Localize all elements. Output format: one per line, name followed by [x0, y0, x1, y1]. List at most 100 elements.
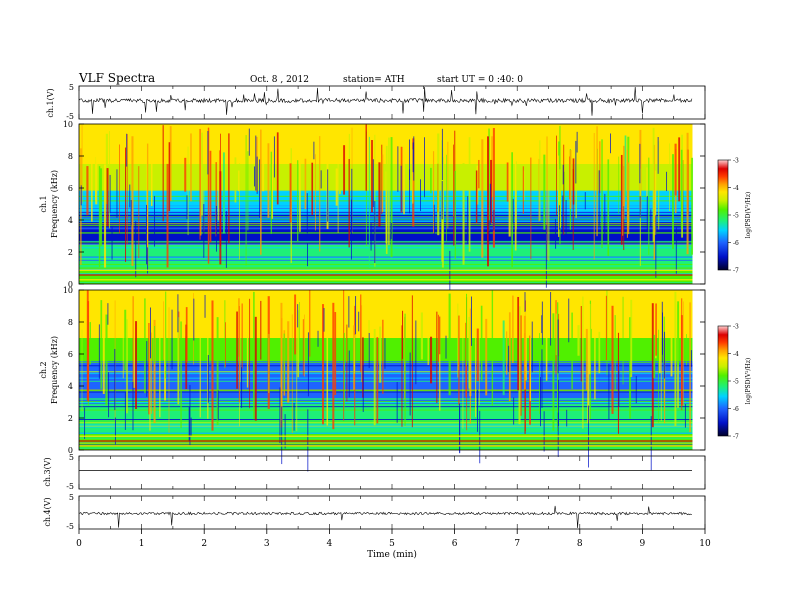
spectral-line [79, 422, 693, 424]
time-axis-tick-label: 10 [699, 539, 711, 549]
dark-streak [415, 320, 417, 385]
low-frequency-line [79, 435, 693, 437]
sferic-streak [108, 131, 110, 229]
sferic-streak [677, 301, 680, 367]
dark-streak [130, 200, 132, 226]
sferic-streak [512, 295, 514, 363]
waveform-path [78, 86, 693, 116]
sferic-streak [374, 134, 376, 267]
sferic-streak [660, 311, 662, 422]
colorbar-tick-label: -6 [733, 240, 739, 247]
sferic-streak [529, 313, 532, 401]
ch1-spec-ylabel-channel: ch.1 [39, 195, 48, 212]
sferic-streak [475, 325, 477, 418]
dark-streak [413, 136, 415, 181]
spectral-line [79, 424, 693, 426]
dark-streak [193, 298, 195, 341]
dark-streak [663, 331, 665, 379]
sferic-streak [627, 162, 630, 235]
sferic-streak [517, 296, 520, 391]
sferic-streak [287, 321, 290, 403]
sferic-streak [354, 335, 356, 374]
dark-streak [493, 210, 495, 231]
sferic-streak [280, 302, 283, 428]
ch1-ylabel: ch.1(V) [46, 88, 55, 117]
sferic-streak [457, 303, 459, 378]
dark-streak [512, 198, 514, 224]
sferic-streak [190, 133, 192, 202]
sferic-streak [563, 144, 565, 235]
spectral-line [79, 420, 693, 422]
dark-streak [98, 324, 100, 379]
spectral-line [79, 268, 693, 270]
sferic-streak [169, 126, 172, 201]
sferic-streak [216, 317, 219, 426]
sferic-streak [678, 137, 681, 202]
sferic-streak [686, 334, 687, 366]
dark-streak [639, 196, 641, 218]
dark-streak [635, 376, 637, 404]
sferic-streak [522, 166, 524, 214]
dark-streak [576, 131, 578, 153]
sferic-streak [689, 302, 691, 433]
sferic-streak [225, 322, 226, 368]
frequency-tick-label: 10 [63, 286, 73, 295]
spectral-line [79, 389, 693, 391]
dark-streak [114, 348, 116, 411]
spectral-line [79, 247, 693, 249]
dark-streak [441, 181, 443, 220]
sferic-streak [400, 146, 403, 213]
spectral-line [79, 406, 693, 408]
colorbar-tick-label: -4 [733, 351, 739, 358]
frequency-tick-label: 2 [68, 414, 73, 423]
sferic-streak [478, 296, 480, 406]
dark-streak [531, 321, 533, 373]
sferic-streak [580, 305, 582, 382]
sferic-streak [297, 160, 299, 242]
sferic-streak [353, 325, 355, 390]
dark-streak [217, 390, 219, 421]
low-frequency-line [79, 269, 693, 271]
sferic-streak [476, 328, 479, 382]
ch2-colorbar-ticks: -3 -4 -5 -6 -7 [728, 324, 739, 441]
sferic-streak [607, 159, 610, 256]
sferic-streak [164, 301, 166, 401]
spectral-line [79, 257, 693, 259]
dark-streak [424, 137, 425, 198]
sferic-streak [605, 295, 607, 361]
sferic-streak [346, 324, 348, 402]
dark-streak [524, 292, 526, 312]
spectral-line [79, 247, 693, 249]
ch3-ytick-bottom: -5 [66, 482, 74, 491]
sferic-streak [652, 127, 655, 242]
dark-streak [397, 146, 399, 192]
ch4-waveform-trace [78, 505, 692, 529]
sferic-streak [361, 305, 363, 383]
frequency-tick-label: 6 [68, 350, 73, 359]
sferic-streak [651, 303, 654, 428]
spectral-band [79, 338, 693, 362]
sferic-streak [238, 170, 240, 192]
sferic-streak [319, 136, 321, 252]
dark-streak [108, 372, 110, 418]
sferic-streak [520, 315, 522, 416]
spectral-line [79, 437, 693, 439]
sferic-streak [126, 134, 128, 245]
spectral-line [79, 380, 693, 382]
sferic-streak [289, 163, 292, 223]
sferic-streak [569, 156, 571, 200]
dark-streak [132, 382, 134, 431]
dark-streak [284, 414, 286, 449]
sferic-streak [199, 302, 201, 418]
sferic-streak [448, 293, 451, 396]
sferic-streak [545, 305, 548, 381]
sferic-streak [502, 320, 505, 396]
sferic-streak [518, 306, 521, 425]
dark-streak [317, 330, 319, 347]
sferic-streak [326, 319, 329, 426]
sferic-streak [381, 154, 384, 213]
ch4-ytick-top: 5 [69, 493, 74, 502]
sferic-streak [241, 303, 243, 369]
sferic-streak [429, 336, 433, 384]
